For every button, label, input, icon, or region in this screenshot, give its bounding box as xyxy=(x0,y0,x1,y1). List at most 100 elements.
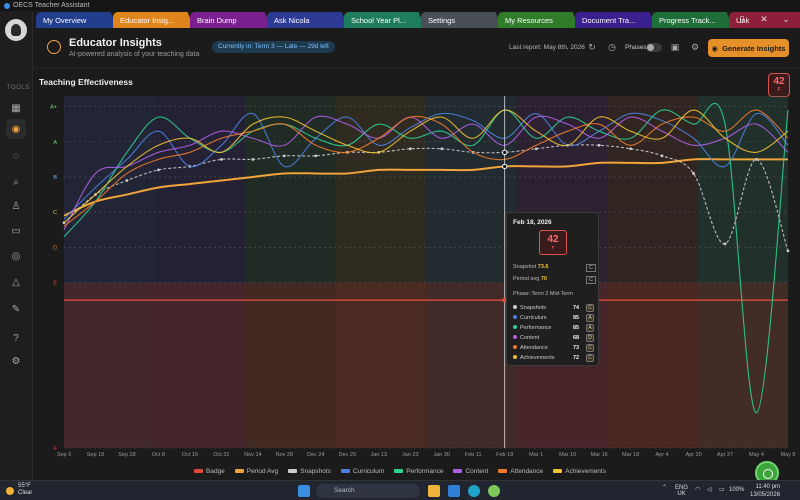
tab-educator-insig[interactable]: Educator Insig... xyxy=(113,12,194,28)
x-tick-label: Feb 11 xyxy=(465,452,482,458)
tab-my-resources[interactable]: My Resources xyxy=(498,12,579,28)
gear-icon[interactable]: ⚙ xyxy=(690,41,700,52)
x-tick-label: Apr 27 xyxy=(717,452,733,458)
chart-legend: Badge Period Avg Snapshots Curriculum Perfor… xyxy=(0,468,800,478)
legend-item[interactable]: Attendance xyxy=(498,468,543,478)
phases-label: Phases xyxy=(625,44,647,51)
tooltip-row: Content 68 D xyxy=(513,334,594,342)
section-title: Teaching Effectiveness xyxy=(39,77,133,87)
tab-ask-nicola[interactable]: Ask Nicola xyxy=(267,12,348,28)
weather-widget[interactable]: 55°F Clear xyxy=(6,483,32,497)
tab-progress-track[interactable]: Progress Track... xyxy=(652,12,733,28)
tooltip-phase: Phase: Term 2 Mid-Term xyxy=(513,291,573,297)
generate-insights-button[interactable]: ◉ Generate Insights xyxy=(708,39,789,57)
tooltip-row: Attendance 73 C xyxy=(513,344,594,352)
x-tick-label: Jan 30 xyxy=(433,452,450,458)
tab-my-overview[interactable]: My Overview xyxy=(36,12,117,28)
x-tick-label: May 8 xyxy=(781,452,796,458)
tab-settings[interactable]: Settings xyxy=(421,12,502,28)
target-icon[interactable]: ◎ xyxy=(11,250,21,262)
chat-icon[interactable]: ◌ xyxy=(13,150,19,162)
tab-unk[interactable]: Unk xyxy=(729,12,800,28)
clock[interactable]: 11:40 pm 13/05/2026 xyxy=(750,483,780,499)
battery-icon[interactable]: ▭ xyxy=(719,487,725,493)
window-title: OECS Teacher Assistant xyxy=(13,2,90,9)
phases-toggle[interactable] xyxy=(646,43,662,52)
book-icon[interactable]: ▭ xyxy=(11,225,21,237)
legend-item[interactable]: Snapshots xyxy=(288,468,331,478)
phase-band xyxy=(607,96,698,448)
snapshot-point xyxy=(157,168,160,172)
user-icon[interactable]: ♙ xyxy=(11,200,21,212)
legend-item[interactable]: Badge xyxy=(194,468,225,478)
battery-percent: 100% xyxy=(729,487,745,493)
badge-point xyxy=(502,297,508,303)
refresh-icon[interactable]: ↻ xyxy=(588,41,596,52)
help-icon[interactable]: ? xyxy=(13,332,19,344)
last-report-text: Last report: May 8th, 2026 xyxy=(509,44,585,51)
x-tick-label: Mar 1 xyxy=(529,452,543,458)
pyramid-icon[interactable]: △ xyxy=(12,276,20,288)
y-tick-label: B xyxy=(53,175,57,181)
score-grade: F xyxy=(777,87,781,93)
search-icon[interactable]: ⌕ xyxy=(13,176,19,188)
legend-item[interactable]: Achievements xyxy=(553,468,606,478)
app-icon xyxy=(4,2,10,9)
gear-icon[interactable]: ⚙ xyxy=(11,355,21,367)
snapshot-point xyxy=(534,147,538,151)
avatar[interactable] xyxy=(5,19,27,41)
start-icon[interactable] xyxy=(298,485,310,497)
snapshot-point xyxy=(692,172,695,175)
snapshot-point xyxy=(251,157,255,161)
snapshot-point xyxy=(755,157,758,161)
y-tick-label: F xyxy=(54,446,58,452)
clock-icon[interactable]: ◷ xyxy=(608,41,616,52)
x-tick-label: Apr 20 xyxy=(685,452,701,458)
taskbar-search[interactable]: Search xyxy=(316,484,420,498)
phase-band xyxy=(335,96,426,448)
tab-school-year-pl[interactable]: School Year Pl... xyxy=(344,12,425,28)
lightbulb-icon[interactable]: ◉ xyxy=(6,119,26,139)
edge-icon[interactable] xyxy=(468,485,480,497)
grid-icon[interactable]: ▦ xyxy=(11,102,21,114)
calendar-icon[interactable]: ▣ xyxy=(670,41,680,52)
phase-band xyxy=(64,96,155,448)
x-tick-label: Apr 4 xyxy=(656,452,669,458)
x-tick-label: May 4 xyxy=(749,452,764,458)
tab-document-tra[interactable]: Document Tra... xyxy=(575,12,656,28)
snapshot-point xyxy=(440,147,444,151)
snapshot-point xyxy=(408,147,412,151)
snapshot-point xyxy=(786,249,790,253)
legend-item[interactable]: Curriculum xyxy=(340,468,384,478)
tooltip-row: Curriculum 85 A xyxy=(513,314,594,322)
tray-chevron-icon[interactable]: ⌃ xyxy=(662,485,668,491)
phase-band xyxy=(154,96,245,448)
legend-item[interactable]: Period Avg xyxy=(234,468,278,478)
x-tick-label: Mar 10 xyxy=(559,452,576,458)
language-indicator[interactable]: ENG UK xyxy=(675,485,689,497)
series-line-achievements xyxy=(63,109,789,224)
close-icon[interactable]: ✕ xyxy=(760,14,768,24)
volume-icon[interactable]: ◁ xyxy=(707,487,712,493)
page-title: Educator Insights xyxy=(69,37,162,49)
pen-icon[interactable]: ✎ xyxy=(11,303,21,315)
minimize-icon[interactable]: ▯ xyxy=(739,14,745,24)
x-tick-label: Feb 18 xyxy=(496,452,513,458)
series-line-content xyxy=(63,115,789,231)
wifi-icon[interactable]: ◠ xyxy=(695,487,701,493)
tab-brain-dump[interactable]: Brain Dump xyxy=(190,12,271,28)
folder-icon[interactable] xyxy=(428,485,440,497)
snapshot-point xyxy=(282,154,286,158)
x-tick-label: Jan 23 xyxy=(402,452,419,458)
chevron-down-icon[interactable]: ⌄ xyxy=(782,14,790,24)
legend-item[interactable]: Content xyxy=(453,468,488,478)
lightbulb-icon xyxy=(47,40,61,54)
taskbar: 55°F Clear Search ⌃ ENG UK ◠ ◁ ▭ 100% 11:… xyxy=(0,480,800,500)
legend-item[interactable]: Performance xyxy=(394,468,443,478)
x-tick-label: Dec 24 xyxy=(307,452,324,458)
sidebar: TOOLS ▦ ◉ ◌ ⌕ ♙ ▭ ◎ △ ✎ ? ⚙ xyxy=(0,11,33,480)
vscode-icon[interactable] xyxy=(448,485,460,497)
app-icon[interactable] xyxy=(488,485,500,497)
generate-insights-label: Generate Insights xyxy=(722,43,786,53)
